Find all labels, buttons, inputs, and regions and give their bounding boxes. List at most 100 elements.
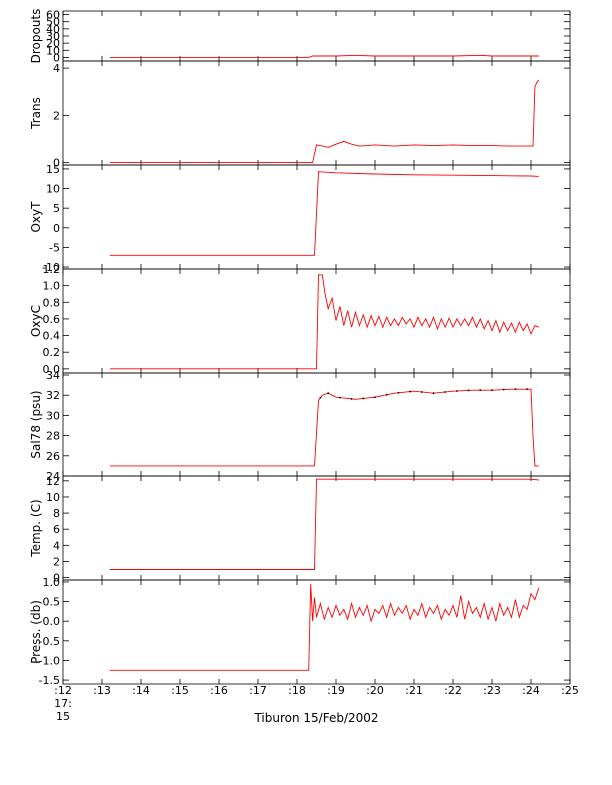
x-tick-sublabel: 15 xyxy=(56,710,70,723)
series-line-oxyt xyxy=(109,171,539,256)
sample-point xyxy=(526,388,528,391)
y-tick-label: 10 xyxy=(46,183,60,196)
y-tick-label: -10 xyxy=(42,261,60,274)
y-tick-label: 1.2 xyxy=(43,263,61,276)
y-axis-label: Trans xyxy=(29,97,43,130)
y-tick-label: 0.8 xyxy=(43,296,61,309)
y-tick-label: 0.0 xyxy=(43,615,61,628)
x-tick-label: :22 xyxy=(444,684,462,697)
x-axis-label: Tiburon 15/Feb/2002 xyxy=(253,711,378,725)
y-tick-label: 4 xyxy=(53,62,60,75)
y-tick-label: 0 xyxy=(53,51,60,64)
sample-point xyxy=(467,389,470,392)
panel-4 xyxy=(62,268,571,374)
y-tick-label: 26 xyxy=(46,450,60,463)
sample-point xyxy=(491,389,493,392)
panel-frame xyxy=(62,579,571,685)
y-tick-label: 0.6 xyxy=(43,313,61,326)
series-line-temp-c xyxy=(109,478,539,570)
y-tick-label: 0 xyxy=(53,572,60,585)
y-tick-label: 40 xyxy=(46,23,60,36)
y-tick-label: 28 xyxy=(46,430,60,443)
sample-point xyxy=(409,390,411,393)
x-tick-label: :23 xyxy=(483,684,501,697)
y-tick-label: 10 xyxy=(46,491,60,504)
y-tick-label: 0.2 xyxy=(43,346,61,359)
y-tick-label: 12 xyxy=(46,475,60,488)
sample-point xyxy=(502,388,505,391)
y-tick-label: 10 xyxy=(46,44,60,57)
sample-point xyxy=(456,390,458,392)
panel-3 xyxy=(62,164,571,270)
y-tick-label: 30 xyxy=(46,30,60,43)
y-tick-label: 30 xyxy=(46,409,60,422)
y-tick-label: 2 xyxy=(53,109,60,122)
x-tick-label: :19 xyxy=(327,684,345,697)
y-tick-label: 24 xyxy=(46,470,60,483)
y-tick-label: 0 xyxy=(53,222,60,235)
x-tick-label: :14 xyxy=(132,684,150,697)
y-tick-label: 2 xyxy=(53,555,60,568)
panel-frame xyxy=(62,60,571,166)
sample-point xyxy=(319,396,322,399)
x-tick-label: :20 xyxy=(366,684,384,697)
y-tick-label: 6 xyxy=(53,523,60,536)
y-tick-label: -5 xyxy=(49,241,60,254)
sample-point xyxy=(479,389,482,392)
sample-point xyxy=(397,391,400,394)
sample-point xyxy=(362,397,365,400)
y-axis-label: OxyC xyxy=(29,305,43,337)
sample-point xyxy=(420,391,423,393)
series-line-dropouts xyxy=(109,54,539,58)
x-tick-label: :25 xyxy=(561,684,579,697)
panel-frame xyxy=(62,372,571,477)
sample-point xyxy=(444,391,447,393)
y-axis-label: Dropouts xyxy=(29,9,43,64)
y-tick-label: 50 xyxy=(46,16,60,29)
sample-point xyxy=(374,396,376,399)
panel-frame xyxy=(62,10,571,62)
panel-5 xyxy=(62,372,571,477)
y-tick-label: -1.0 xyxy=(39,654,60,667)
y-tick-label: 15 xyxy=(46,163,60,176)
x-tick-label: :16 xyxy=(210,684,228,697)
y-axis-label: OxyT xyxy=(29,201,43,233)
x-tick-label: :15 xyxy=(171,684,189,697)
sample-point xyxy=(327,392,330,395)
series-line-sal78-psu xyxy=(109,388,539,467)
x-tick-label: :21 xyxy=(405,684,423,697)
sample-point xyxy=(350,397,353,400)
y-tick-label: 8 xyxy=(53,507,60,520)
x-tick-label: :12 xyxy=(54,684,72,697)
panel-2 xyxy=(62,60,571,166)
y-tick-label: -0.5 xyxy=(39,635,60,648)
sample-point xyxy=(514,388,517,391)
y-axis-label: Sal78 (psu) xyxy=(29,390,43,458)
y-tick-label: 20 xyxy=(46,37,60,50)
y-tick-label: 4 xyxy=(53,539,60,552)
sample-point xyxy=(339,396,341,399)
y-tick-label: 34 xyxy=(46,369,60,382)
series-line-press-db xyxy=(109,583,540,671)
x-tick-label: :18 xyxy=(288,684,306,697)
y-tick-label: 5 xyxy=(53,202,60,215)
y-tick-label: 0 xyxy=(53,157,60,170)
x-tick-sublabel: 17: xyxy=(54,697,72,710)
y-tick-label: 1.0 xyxy=(43,576,61,589)
series-line-oxyc xyxy=(109,274,539,370)
y-tick-label: 1.0 xyxy=(43,280,61,293)
x-tick-label: :17 xyxy=(249,684,267,697)
y-tick-label: 0.0 xyxy=(43,363,61,376)
y-tick-label: 60 xyxy=(46,9,60,22)
y-axis-label: Temp. (C) xyxy=(29,499,43,557)
sample-point xyxy=(385,393,388,396)
x-tick-label: :24 xyxy=(522,684,540,697)
y-tick-label: 0.4 xyxy=(43,330,61,343)
y-tick-label: 32 xyxy=(46,389,60,402)
y-tick-label: -1.5 xyxy=(39,674,60,687)
sample-point xyxy=(432,392,435,395)
panel-7 xyxy=(62,579,571,685)
panel-1 xyxy=(62,10,571,62)
y-tick-label: 0.5 xyxy=(43,596,61,609)
